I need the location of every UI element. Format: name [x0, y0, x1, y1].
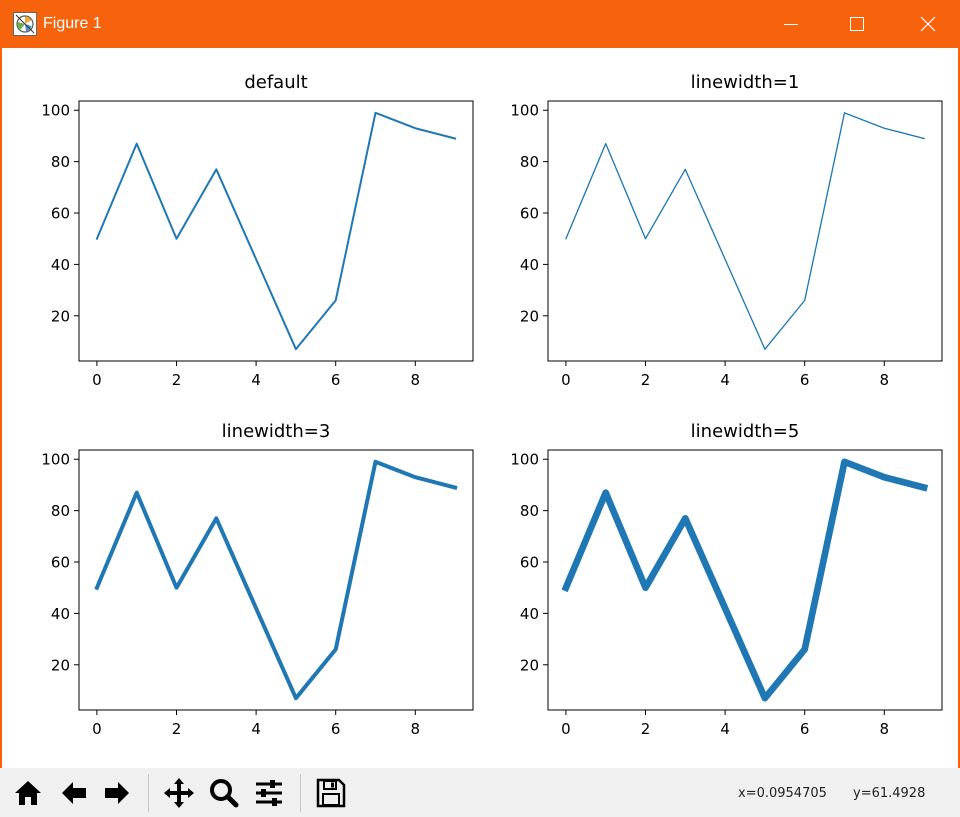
- y-tick-label: 100: [41, 451, 70, 469]
- forward-button[interactable]: [100, 776, 134, 810]
- y-tick-label: 40: [51, 605, 70, 623]
- x-tick-label: 6: [331, 720, 341, 738]
- series-line: [94, 459, 458, 701]
- series-line: [565, 112, 925, 350]
- pan-button[interactable]: [162, 776, 196, 810]
- axes-frame: [78, 100, 474, 362]
- magnifier-icon: [210, 779, 239, 808]
- subplot-title: linewidth=5: [691, 421, 800, 442]
- axes-frame: [547, 100, 943, 362]
- minimize-button[interactable]: [759, 0, 823, 48]
- x-tick-label: 8: [411, 720, 421, 738]
- x-tick-label: 0: [92, 720, 102, 738]
- window-title: Figure 1: [43, 15, 102, 32]
- x-tick-label: 0: [561, 720, 571, 738]
- y-tick-label: 60: [51, 205, 70, 223]
- maximize-button[interactable]: [825, 0, 889, 48]
- title-bar[interactable]: Figure 1: [0, 0, 960, 48]
- axes-background: [548, 450, 942, 710]
- subplot-title: default: [244, 72, 307, 93]
- subplot-3: 0 2 4 6 8 20 40 60 80 100 linewidth=3: [41, 421, 474, 738]
- x-tick-label: 2: [641, 371, 651, 389]
- y-tick-label: 80: [520, 502, 539, 520]
- x-tick-label: 0: [92, 371, 102, 389]
- home-button[interactable]: [11, 776, 45, 810]
- y-tick-label: 80: [51, 502, 70, 520]
- window-border-left: [0, 48, 2, 817]
- x-tick-label: 6: [331, 371, 341, 389]
- minimize-icon: [784, 24, 798, 25]
- move-icon: [164, 778, 194, 808]
- y-tick-label: 20: [51, 656, 70, 674]
- series-line: [95, 111, 457, 351]
- save-button[interactable]: [314, 776, 348, 810]
- subplot-title: linewidth=1: [691, 72, 800, 93]
- subplot-title: linewidth=3: [222, 421, 331, 442]
- y-tick-label: 100: [41, 102, 70, 120]
- y-tick-label: 80: [51, 153, 70, 171]
- y-tick-label: 60: [51, 554, 70, 572]
- y-tick-label: 20: [51, 307, 70, 325]
- axes-background: [548, 101, 942, 361]
- sliders-icon: [256, 780, 282, 806]
- y-tick-label: 40: [520, 605, 539, 623]
- zoom-button[interactable]: [207, 776, 241, 810]
- x-tick-label: 8: [411, 371, 421, 389]
- subplot-1: 0 2 4 6 8 20 40 60 80 100 default: [41, 72, 474, 389]
- x-tick-label: 2: [641, 720, 651, 738]
- y-tick-label: 80: [520, 153, 539, 171]
- x-tick-label: 2: [172, 720, 182, 738]
- x-tick-label: 6: [800, 371, 810, 389]
- axes-frame: [547, 449, 943, 711]
- axes-background: [79, 101, 473, 361]
- subplot-2: 0 2 4 6 8 20 40 60 80 100 linewidth=1: [510, 72, 943, 389]
- axes-background: [79, 450, 473, 710]
- floppy-icon: [316, 778, 346, 808]
- series-line: [561, 458, 929, 702]
- x-tick-label: 4: [720, 720, 730, 738]
- x-tick-label: 4: [251, 371, 261, 389]
- y-tick-label: 40: [51, 256, 70, 274]
- window-border-right: [958, 48, 960, 817]
- y-tick-label: 20: [520, 307, 539, 325]
- y-tick-label: 60: [520, 205, 539, 223]
- x-tick-label: 6: [800, 720, 810, 738]
- y-tick-label: 100: [510, 102, 539, 120]
- subplots-button[interactable]: [252, 776, 286, 810]
- home-icon: [15, 781, 41, 805]
- y-tick-label: 100: [510, 451, 539, 469]
- x-tick-label: 8: [880, 371, 890, 389]
- figure-canvas[interactable]: 0 2 4 6 8 20 40 60 80 100 default 0 2 4 6 8 20 40 60 80 100 l…: [2, 48, 958, 768]
- x-tick-label: 4: [720, 371, 730, 389]
- arrow-right-icon: [105, 782, 129, 804]
- cursor-y-readout: y=61.4928: [853, 786, 926, 801]
- cursor-x-readout: x=0.0954705: [738, 786, 827, 801]
- navigation-toolbar: x=0.0954705 y=61.4928: [0, 768, 960, 817]
- matplotlib-logo-icon: [13, 12, 37, 36]
- x-tick-label: 8: [880, 720, 890, 738]
- y-tick-label: 20: [520, 656, 539, 674]
- x-tick-label: 4: [251, 720, 261, 738]
- close-button[interactable]: [896, 0, 960, 48]
- axes-frame: [78, 449, 474, 711]
- x-tick-label: 0: [561, 371, 571, 389]
- toolbar-separator: [300, 774, 301, 812]
- y-tick-label: 40: [520, 256, 539, 274]
- subplot-4: 0 2 4 6 8 20 40 60 80 100 linewidth=5: [510, 421, 943, 738]
- maximize-icon: [850, 17, 864, 31]
- back-button[interactable]: [57, 776, 91, 810]
- y-tick-label: 60: [520, 554, 539, 572]
- arrow-left-icon: [62, 782, 86, 804]
- toolbar-separator: [148, 774, 149, 812]
- x-tick-label: 2: [172, 371, 182, 389]
- close-icon: [920, 16, 936, 32]
